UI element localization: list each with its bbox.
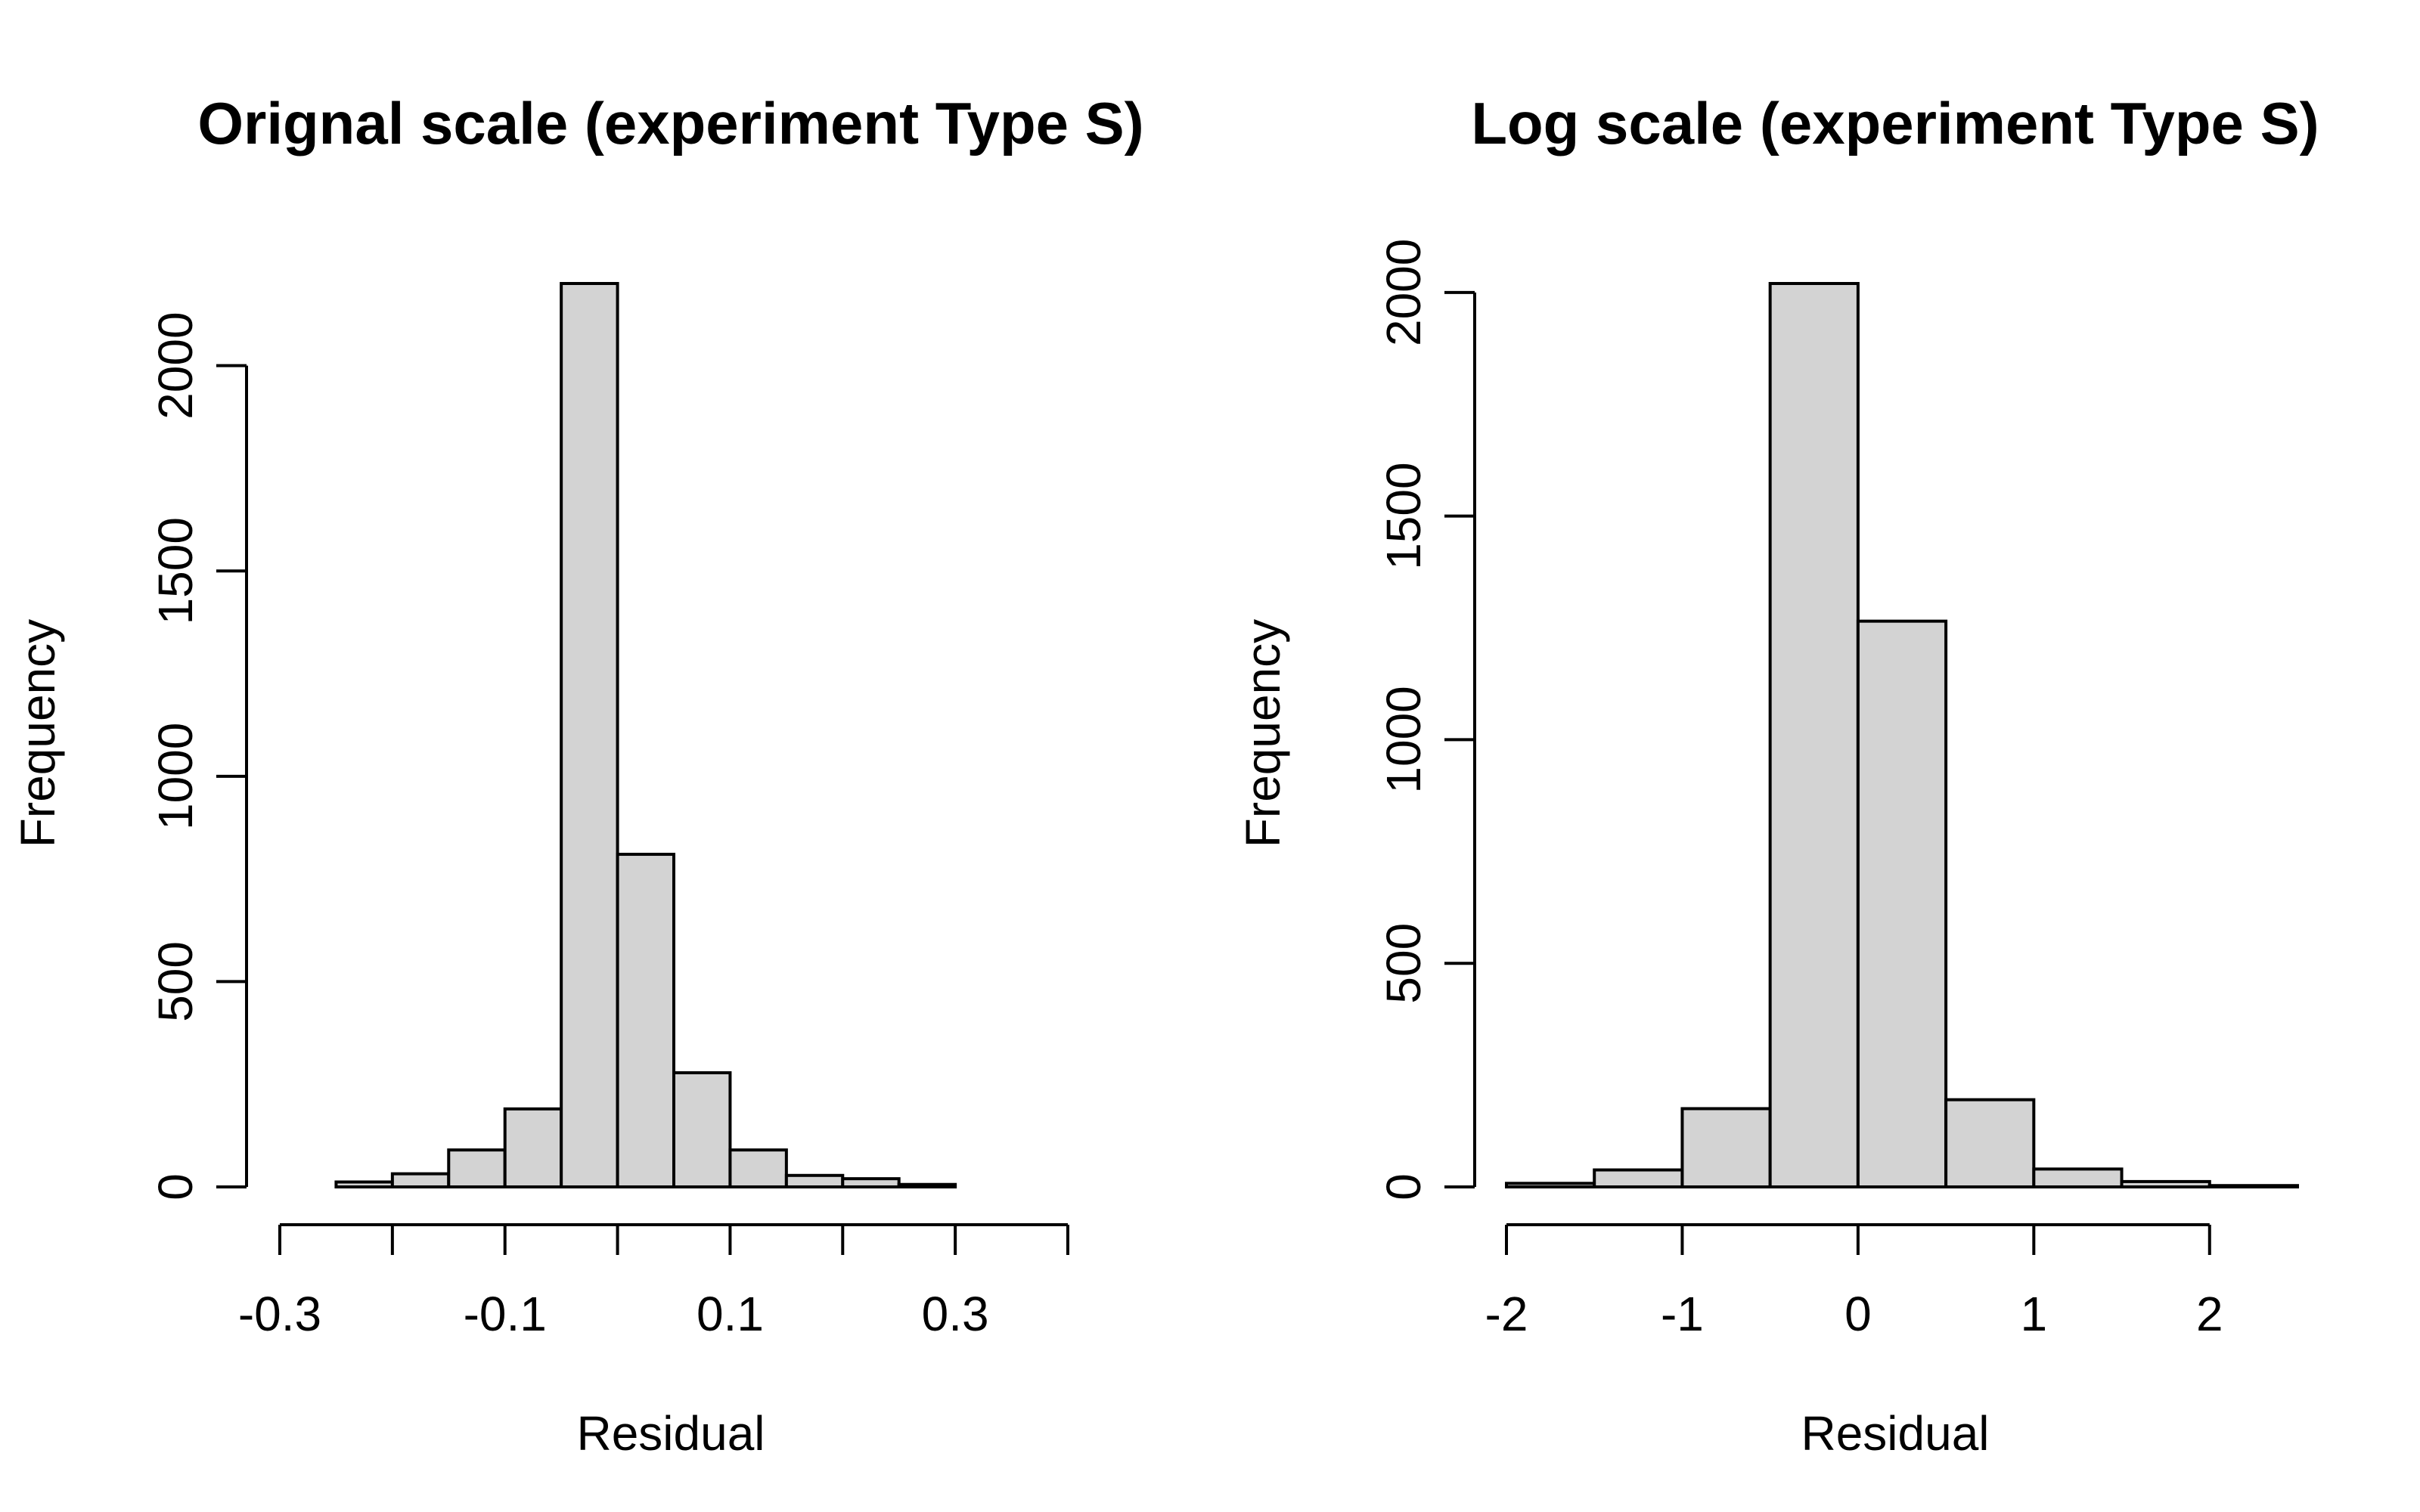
x-tick-label: -0.3 bbox=[238, 1287, 321, 1341]
y-tick-label: 2000 bbox=[148, 311, 203, 419]
x-axis: -0.3 -0.1 0.1 0.3 bbox=[238, 1223, 1069, 1341]
histogram-bar bbox=[2120, 1179, 2211, 1189]
y-tick-label: 0 bbox=[148, 1173, 203, 1201]
x-tick-label: -1 bbox=[1661, 1287, 1704, 1341]
x-tick-label: -2 bbox=[1485, 1287, 1528, 1341]
x-tick-label: 0.3 bbox=[922, 1287, 989, 1341]
histogram-bar bbox=[1856, 619, 1948, 1188]
y-axis: 0 500 1000 1500 2000 bbox=[1376, 239, 1476, 1201]
histogram-bar bbox=[334, 1180, 394, 1188]
histogram-bar bbox=[1593, 1168, 1684, 1188]
y-axis: 0 500 1000 1500 2000 bbox=[148, 311, 248, 1201]
y-tick-label: 1500 bbox=[148, 517, 203, 624]
histogram-bar bbox=[897, 1182, 957, 1189]
x-tick-label: 0 bbox=[1844, 1287, 1872, 1341]
y-tick-label: 500 bbox=[1376, 923, 1431, 1004]
histogram-bar bbox=[841, 1177, 901, 1188]
histogram-bar bbox=[616, 853, 675, 1188]
chart-title: Orignal scale (experiment Type S) bbox=[197, 90, 1143, 156]
y-tick-label: 0 bbox=[1376, 1173, 1431, 1201]
x-axis-label: Residual bbox=[1801, 1406, 1989, 1461]
y-tick-label: 1000 bbox=[1376, 686, 1431, 793]
histogram-bar bbox=[1505, 1182, 1596, 1189]
histogram-bar bbox=[1944, 1098, 2036, 1189]
bars bbox=[1505, 282, 2300, 1189]
histogram-bar bbox=[2207, 1184, 2300, 1188]
histogram-bar bbox=[1768, 282, 1860, 1188]
histogram-bar bbox=[390, 1172, 451, 1188]
histogram-bar bbox=[2032, 1167, 2124, 1189]
x-tick-label: 0.1 bbox=[697, 1287, 764, 1341]
histogram-log-scale: Log scale (experiment Type S) Residual F… bbox=[1236, 90, 2319, 1461]
x-tick-label: 2 bbox=[2196, 1287, 2223, 1341]
x-axis-label: Residual bbox=[576, 1406, 765, 1461]
y-tick-label: 1000 bbox=[148, 723, 203, 830]
y-tick-label: 500 bbox=[148, 941, 203, 1022]
y-axis-label: Frequency bbox=[1236, 619, 1290, 847]
histogram-bar bbox=[784, 1173, 845, 1188]
histogram-bar bbox=[1680, 1107, 1772, 1189]
bars bbox=[334, 282, 957, 1189]
chart-title: Log scale (experiment Type S) bbox=[1471, 90, 2319, 156]
x-tick-label: -0.1 bbox=[464, 1287, 547, 1341]
histogram-bar bbox=[672, 1070, 732, 1189]
histogram-bar bbox=[503, 1107, 563, 1188]
histogram-bar bbox=[728, 1148, 788, 1189]
x-tick-label: 1 bbox=[2021, 1287, 2048, 1341]
x-axis: -2 -1 0 1 2 bbox=[1485, 1223, 2223, 1341]
histogram-bar bbox=[560, 282, 619, 1188]
histogram-bar bbox=[447, 1148, 507, 1189]
y-axis-label: Frequency bbox=[11, 619, 65, 847]
histogram-original-scale: Orignal scale (experiment Type S) Residu… bbox=[11, 90, 1144, 1461]
y-tick-label: 1500 bbox=[1376, 462, 1431, 569]
y-tick-label: 2000 bbox=[1376, 239, 1431, 346]
